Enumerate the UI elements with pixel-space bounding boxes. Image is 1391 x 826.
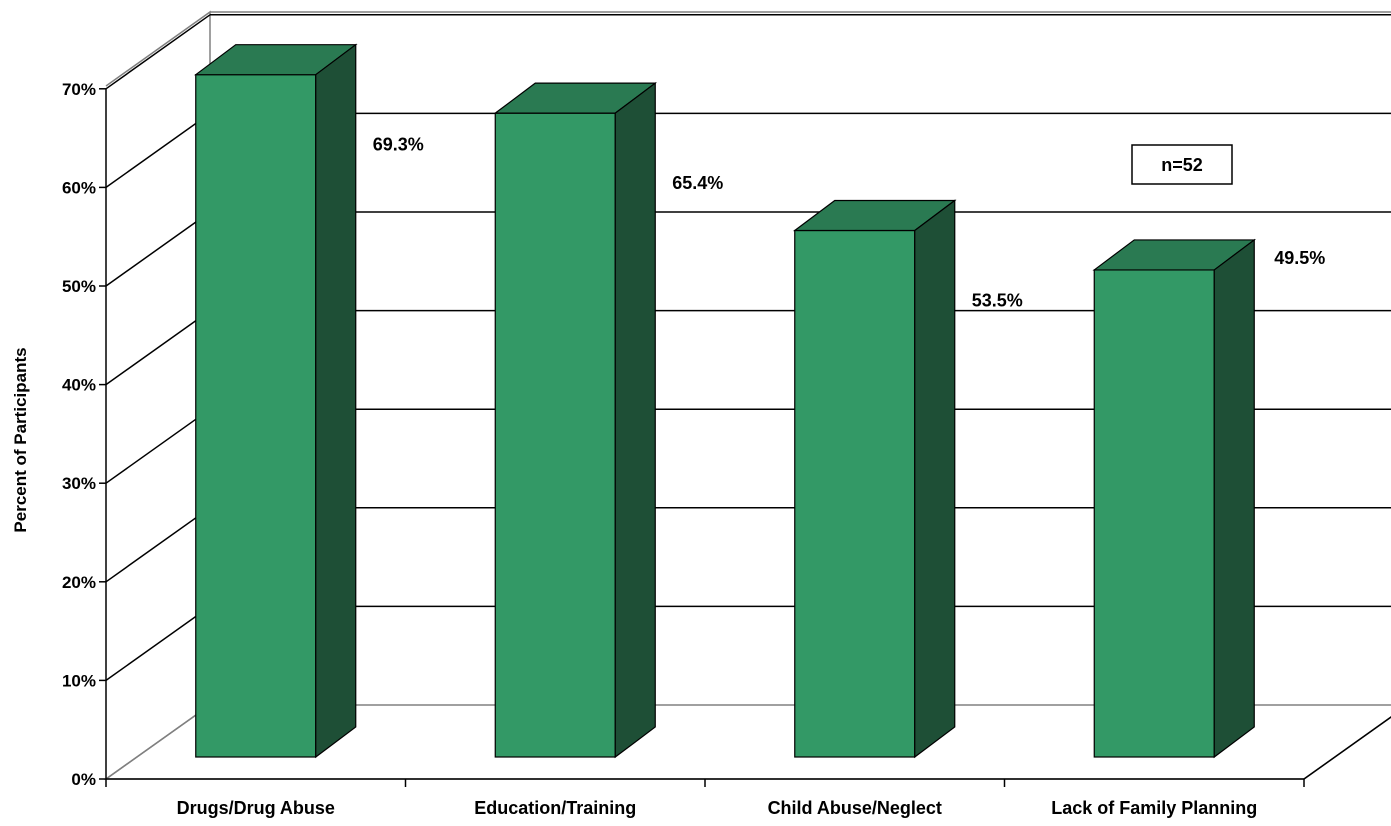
bar	[1092, 238, 1257, 759]
bars	[193, 43, 1257, 759]
bar-side	[914, 199, 956, 759]
data-labels: 69.3% 65.4% 53.5% 49.5%	[373, 135, 1326, 311]
bar	[193, 43, 358, 759]
data-label: 49.5%	[1274, 248, 1325, 268]
n-annotation-box: n=52	[1131, 144, 1233, 185]
gridline-left-wall	[105, 605, 211, 682]
y-tick-label: 0%	[71, 770, 96, 789]
gridline-left-wall	[105, 309, 211, 386]
bar	[493, 81, 658, 759]
gridline-left-wall	[105, 211, 211, 287]
y-tick-labels: 0% 10% 20% 30% 40% 50% 60% 70%	[62, 80, 96, 789]
data-label: 65.4%	[672, 173, 723, 193]
y-tick-label: 30%	[62, 474, 96, 493]
y-tick-label: 40%	[62, 376, 96, 395]
bar-front	[1093, 269, 1215, 758]
y-tick-label: 60%	[62, 178, 96, 197]
bar-front	[195, 74, 317, 758]
x-category-label: Child Abuse/Neglect	[768, 798, 942, 818]
gridline-left-wall	[105, 507, 211, 583]
x-category-label: Education/Training	[474, 798, 636, 818]
y-tick-label: 70%	[62, 80, 96, 99]
bar-front	[794, 229, 916, 758]
gridline-left-wall	[105, 14, 211, 90]
x-category-label: Lack of Family Planning	[1051, 798, 1257, 818]
bar-side	[315, 43, 357, 759]
bar-side	[1213, 238, 1255, 759]
data-label: 53.5%	[972, 290, 1023, 310]
n-annotation-text: n=52	[1161, 155, 1203, 175]
y-axis-title: Percent of Participants	[11, 347, 30, 532]
bar	[792, 199, 957, 759]
x-category-labels: Drugs/Drug Abuse Education/Training Child …	[177, 798, 1258, 818]
left-wall	[105, 10, 211, 780]
x-category-label: Drugs/Drug Abuse	[177, 798, 335, 818]
gridline-left-wall	[105, 112, 211, 189]
y-tick-label: 10%	[62, 671, 96, 690]
gridline-left-wall	[105, 408, 211, 484]
y-tick-label: 50%	[62, 277, 96, 296]
y-tick-label: 20%	[62, 573, 96, 592]
data-label: 69.3%	[373, 135, 424, 155]
bar-front	[494, 112, 616, 758]
bar-side	[614, 81, 656, 759]
